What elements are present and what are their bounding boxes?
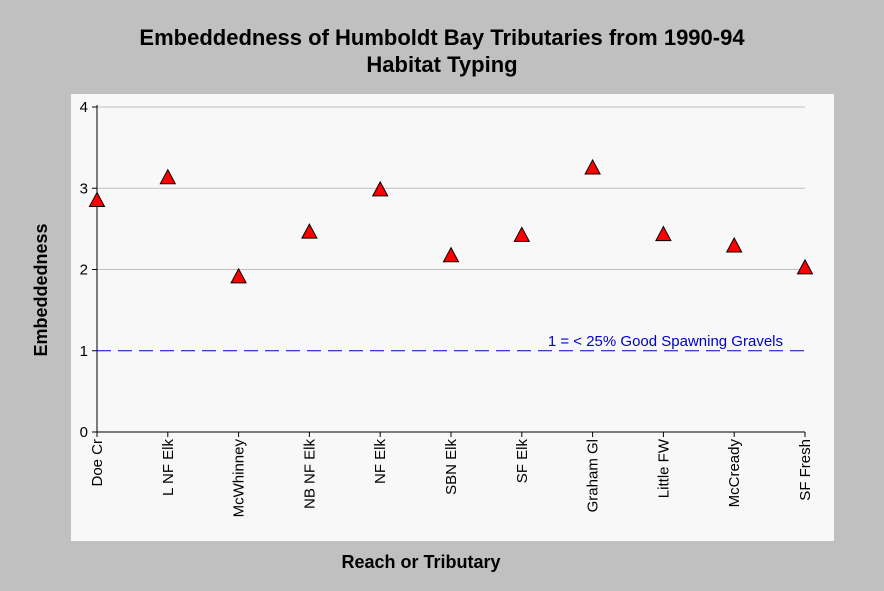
chart-title: Embeddedness of Humboldt Bay Tributaries… [0, 24, 884, 78]
x-tick-label: SF Fresh [797, 439, 814, 501]
gridlines [97, 106, 805, 270]
x-axis-title: Reach or Tributary [341, 552, 500, 572]
x-tick-label: Doe Cr [89, 439, 106, 487]
data-point-sbn-elk [442, 246, 460, 263]
reference-line-group: 1 = < 25% Good Spawning Gravels [97, 333, 805, 352]
x-tick-label: McCready [726, 439, 743, 508]
chart-title-main: Embeddedness of Humboldt Bay Tributaries… [139, 25, 745, 50]
data-point-nf-elk [371, 180, 389, 197]
x-tick-label: SF Elk [514, 439, 531, 484]
x-tick-label: McWhinney [231, 439, 248, 518]
y-tick-label: 4 [80, 99, 88, 116]
reference-line-label: 1 = < 25% Good Spawning Gravels [548, 333, 783, 350]
y-tick-label: 3 [80, 180, 88, 197]
data-point-nb-nf-elk [301, 223, 318, 239]
data-point-doe-cr [88, 191, 106, 207]
data-point-sf-elk [513, 226, 531, 242]
x-tick-label: Graham Gl [585, 439, 602, 512]
x-tick-label: Little FW [655, 438, 672, 498]
data-point-mcwhinney [230, 267, 247, 284]
y-tick-label: 0 [80, 424, 88, 441]
data-point-little-fw [655, 225, 672, 242]
y-tick-labels: 0 1 2 3 4 [80, 99, 88, 441]
x-tick-label: SBN Elk [443, 439, 460, 495]
data-point-l-nf-elk [159, 168, 177, 185]
y-tick-label: 1 [80, 343, 88, 360]
chart-panel [71, 94, 834, 541]
axes [92, 105, 806, 437]
x-tick-label: NB NF Elk [301, 439, 318, 510]
x-tick-label: NF Elk [372, 439, 389, 485]
data-markers [88, 158, 814, 284]
chart-subtitle: Habitat Typing [366, 52, 518, 77]
y-axis-title: Embeddedness [31, 223, 51, 356]
data-point-mccready [725, 236, 743, 253]
data-point-graham-gl [584, 158, 601, 175]
x-tick-labels: Doe Cr L NF Elk McWhinney NB NF Elk NF Elk SB… [89, 438, 814, 517]
y-tick-label: 2 [80, 262, 88, 279]
data-point-sf-fresh [796, 258, 814, 275]
x-tick-label: L NF Elk [160, 439, 177, 496]
